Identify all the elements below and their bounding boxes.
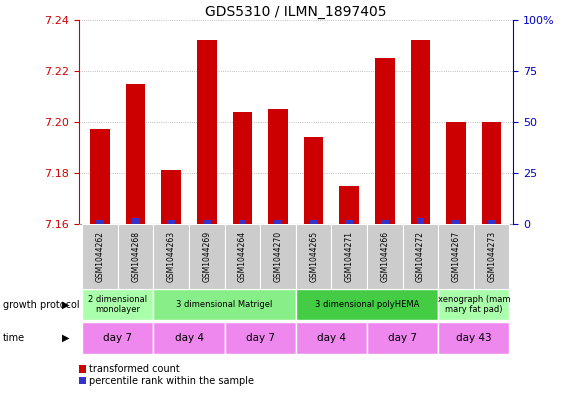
- Bar: [82, 224, 118, 289]
- Bar: [367, 224, 403, 289]
- Bar: [304, 137, 324, 224]
- Bar: [345, 220, 353, 224]
- Bar: [203, 220, 211, 224]
- Text: ▶: ▶: [62, 333, 69, 343]
- Text: day 7: day 7: [103, 333, 132, 343]
- Text: growth protocol: growth protocol: [3, 299, 79, 310]
- Text: GSM1044267: GSM1044267: [452, 231, 461, 282]
- Text: day 4: day 4: [174, 333, 203, 343]
- Bar: [438, 289, 510, 320]
- Text: transformed count: transformed count: [89, 364, 180, 375]
- Text: GSM1044263: GSM1044263: [167, 231, 175, 282]
- Bar: [153, 322, 224, 354]
- Bar: [82, 322, 153, 354]
- Bar: [167, 220, 175, 224]
- Bar: [488, 220, 496, 224]
- Bar: [96, 220, 104, 224]
- Text: GSM1044265: GSM1044265: [309, 231, 318, 282]
- Bar: [367, 322, 438, 354]
- Text: GSM1044272: GSM1044272: [416, 231, 425, 282]
- Text: xenograph (mam
mary fat pad): xenograph (mam mary fat pad): [438, 295, 510, 314]
- Bar: [438, 224, 474, 289]
- Bar: [375, 58, 395, 224]
- Bar: [118, 224, 153, 289]
- Bar: [381, 220, 389, 224]
- Bar: [189, 224, 224, 289]
- Bar: [82, 289, 153, 320]
- Bar: [233, 112, 252, 224]
- Bar: [447, 122, 466, 224]
- Text: ▶: ▶: [62, 299, 69, 310]
- Text: 2 dimensional
monolayer: 2 dimensional monolayer: [88, 295, 147, 314]
- Bar: [224, 224, 260, 289]
- Text: GSM1044273: GSM1044273: [487, 231, 496, 282]
- Bar: [90, 130, 110, 224]
- Bar: [296, 289, 438, 320]
- Text: GSM1044266: GSM1044266: [380, 231, 389, 282]
- Text: GSM1044270: GSM1044270: [273, 231, 283, 282]
- Bar: [126, 84, 145, 224]
- Text: day 7: day 7: [388, 333, 417, 343]
- Text: GSM1044269: GSM1044269: [202, 231, 212, 282]
- Bar: [268, 109, 288, 224]
- Bar: [438, 322, 510, 354]
- Text: day 43: day 43: [456, 333, 491, 343]
- Bar: [452, 220, 460, 224]
- Bar: [238, 220, 247, 224]
- Bar: [132, 218, 139, 224]
- Text: GSM1044264: GSM1044264: [238, 231, 247, 282]
- Bar: [274, 220, 282, 224]
- Bar: [197, 40, 217, 224]
- Title: GDS5310 / ILMN_1897405: GDS5310 / ILMN_1897405: [205, 5, 387, 18]
- Bar: [153, 224, 189, 289]
- Bar: [417, 218, 424, 224]
- Bar: [474, 224, 510, 289]
- Bar: [296, 322, 367, 354]
- Text: day 7: day 7: [246, 333, 275, 343]
- Bar: [310, 220, 318, 224]
- Bar: [260, 224, 296, 289]
- Bar: [403, 224, 438, 289]
- Text: GSM1044262: GSM1044262: [96, 231, 104, 282]
- Text: 3 dimensional Matrigel: 3 dimensional Matrigel: [177, 300, 273, 309]
- Text: percentile rank within the sample: percentile rank within the sample: [89, 376, 254, 386]
- Text: 3 dimensional polyHEMA: 3 dimensional polyHEMA: [315, 300, 419, 309]
- Bar: [339, 186, 359, 224]
- Bar: [296, 224, 332, 289]
- Bar: [410, 40, 430, 224]
- Bar: [161, 171, 181, 224]
- Bar: [332, 224, 367, 289]
- Text: day 4: day 4: [317, 333, 346, 343]
- Text: time: time: [3, 333, 25, 343]
- Bar: [153, 289, 296, 320]
- Bar: [482, 122, 501, 224]
- Bar: [224, 322, 296, 354]
- Text: GSM1044268: GSM1044268: [131, 231, 140, 282]
- Text: GSM1044271: GSM1044271: [345, 231, 354, 282]
